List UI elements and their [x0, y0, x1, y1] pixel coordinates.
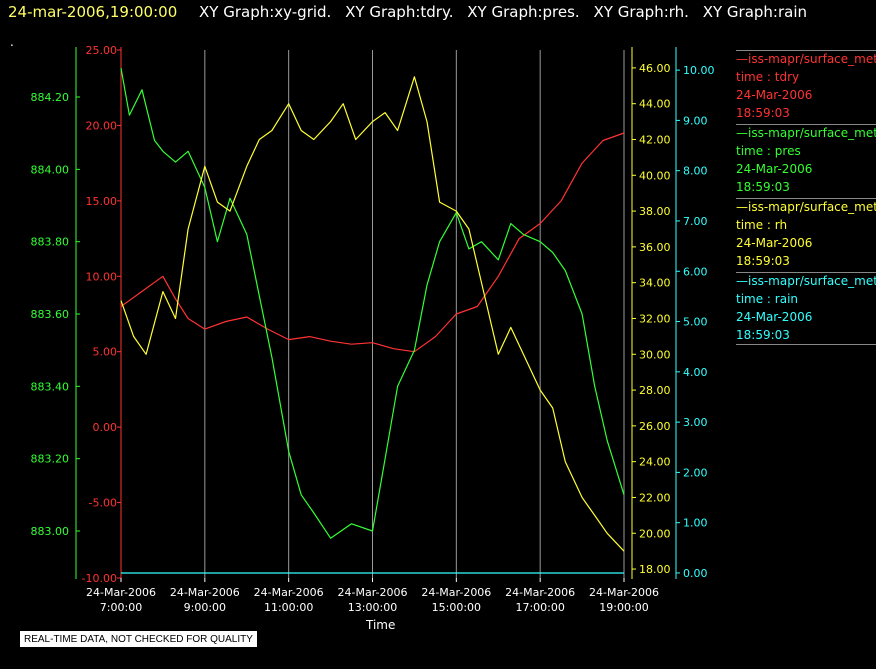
tdry-tick-label: 5.00 [93, 346, 118, 359]
x-tick-date: 24-Mar-2006 [589, 586, 659, 599]
legend-separator [736, 198, 876, 199]
pres-tick-label: 883.20 [31, 453, 70, 466]
rain-tick-label: 0.00 [683, 567, 708, 580]
legend-date: 24-Mar-2006 [736, 310, 813, 324]
tdry-series-line [120, 132, 625, 353]
chart-legend: —iss-mapr/surface_met time : tdry 24-Mar-2… [736, 48, 876, 345]
quality-disclaimer: REAL-TIME DATA, NOT CHECKED FOR QUALITY [20, 631, 257, 647]
legend-separator [736, 124, 876, 125]
rh-tick-label: 26.00 [639, 420, 671, 433]
legend-separator [736, 272, 876, 273]
pres-tick-label: 883.40 [31, 380, 70, 393]
legend-date: 24-Mar-2006 [736, 162, 813, 176]
x-tick-time: 11:00:00 [264, 601, 313, 614]
rh-tick-label: 42.00 [639, 133, 671, 146]
legend-var: time : pres [736, 144, 801, 158]
x-tick-date: 24-Mar-2006 [170, 586, 240, 599]
tdry-tick-label: 10.00 [86, 270, 118, 283]
x-tick-date: 24-Mar-2006 [254, 586, 324, 599]
tab-pres[interactable]: XY Graph:pres. [467, 3, 580, 21]
rh-tick-label: 20.00 [639, 527, 671, 540]
status-dot: . [10, 35, 14, 49]
legend-time: 18:59:03 [736, 106, 790, 120]
legend-separator [736, 50, 876, 51]
rain-tick-label: 4.00 [683, 366, 708, 379]
tdry-tick-label: 25.00 [86, 44, 118, 57]
legend-name: —iss-mapr/surface_met [736, 200, 876, 214]
pres-tick-label: 884.20 [31, 91, 70, 104]
timestamp-label: 24-mar-2006,19:00:00 [8, 3, 178, 21]
graph-tabs: XY Graph:xy-grid. XY Graph:tdry. XY Grap… [199, 3, 816, 21]
rh-tick-label: 38.00 [639, 205, 671, 218]
rh-tick-label: 44.00 [639, 98, 671, 111]
legend-separator [736, 344, 876, 345]
rh-tick-label: 18.00 [639, 563, 671, 576]
tab-rain[interactable]: XY Graph:rain [702, 3, 808, 21]
x-tick-time: 17:00:00 [515, 601, 564, 614]
rh-tick-label: 46.00 [639, 62, 671, 75]
x-tick-date: 24-Mar-2006 [421, 586, 491, 599]
pres-tick-label: 883.00 [31, 525, 70, 538]
x-tick-date: 24-Mar-2006 [505, 586, 575, 599]
x-tick-date: 24-Mar-2006 [86, 586, 156, 599]
tab-rh[interactable]: XY Graph:rh. [593, 3, 689, 21]
x-tick-time: 15:00:00 [432, 601, 481, 614]
legend-var: time : rh [736, 218, 788, 232]
rh-tick-label: 30.00 [639, 348, 671, 361]
x-tick-time: 13:00:00 [348, 601, 397, 614]
legend-time: 18:59:03 [736, 254, 790, 268]
legend-var: time : tdry [736, 70, 800, 84]
rain-tick-label: 9.00 [683, 114, 708, 127]
tab-xy-grid[interactable]: XY Graph:xy-grid. [199, 3, 332, 21]
legend-date: 24-Mar-2006 [736, 236, 813, 250]
rh-tick-label: 32.00 [639, 312, 671, 325]
rain-tick-label: 1.00 [683, 517, 708, 530]
rain-tick-label: 8.00 [683, 165, 708, 178]
rain-tick-label: 10.00 [683, 64, 715, 77]
tdry-tick-label: -10.00 [82, 572, 117, 585]
pres-series-line [120, 67, 625, 539]
legend-name: —iss-mapr/surface_met [736, 52, 876, 66]
rain-tick-label: 3.00 [683, 416, 708, 429]
x-tick-date: 24-Mar-2006 [338, 586, 408, 599]
rain-tick-label: 6.00 [683, 265, 708, 278]
tab-tdry[interactable]: XY Graph:tdry. [345, 3, 454, 21]
legend-date: 24-Mar-2006 [736, 88, 813, 102]
tdry-tick-label: -5.00 [89, 497, 117, 510]
rh-tick-label: 28.00 [639, 384, 671, 397]
x-tick-time: 7:00:00 [100, 601, 142, 614]
x-axis-title: Time [366, 618, 396, 632]
window-header: 24-mar-2006,19:00:00 XY Graph:xy-grid. X… [0, 0, 876, 28]
legend-name: —iss-mapr/surface_met [736, 126, 876, 140]
rh-tick-label: 40.00 [639, 169, 671, 182]
legend-time: 18:59:03 [736, 328, 790, 342]
legend-var: time : rain [736, 292, 799, 306]
x-tick-time: 19:00:00 [599, 601, 648, 614]
tdry-tick-label: 20.00 [86, 119, 118, 132]
pres-tick-label: 883.80 [31, 236, 70, 249]
rh-tick-label: 34.00 [639, 277, 671, 290]
rh-tick-label: 22.00 [639, 491, 671, 504]
rh-series-line [120, 76, 625, 552]
rain-tick-label: 5.00 [683, 316, 708, 329]
rain-tick-label: 2.00 [683, 466, 708, 479]
rh-tick-label: 24.00 [639, 456, 671, 469]
legend-time: 18:59:03 [736, 180, 790, 194]
rh-tick-label: 36.00 [639, 241, 671, 254]
rain-tick-label: 7.00 [683, 215, 708, 228]
tdry-tick-label: 0.00 [93, 421, 118, 434]
x-tick-time: 9:00:00 [184, 601, 226, 614]
pres-tick-label: 884.00 [31, 163, 70, 176]
legend-name: —iss-mapr/surface_met [736, 274, 876, 288]
tdry-tick-label: 15.00 [86, 195, 118, 208]
pres-tick-label: 883.60 [31, 308, 70, 321]
